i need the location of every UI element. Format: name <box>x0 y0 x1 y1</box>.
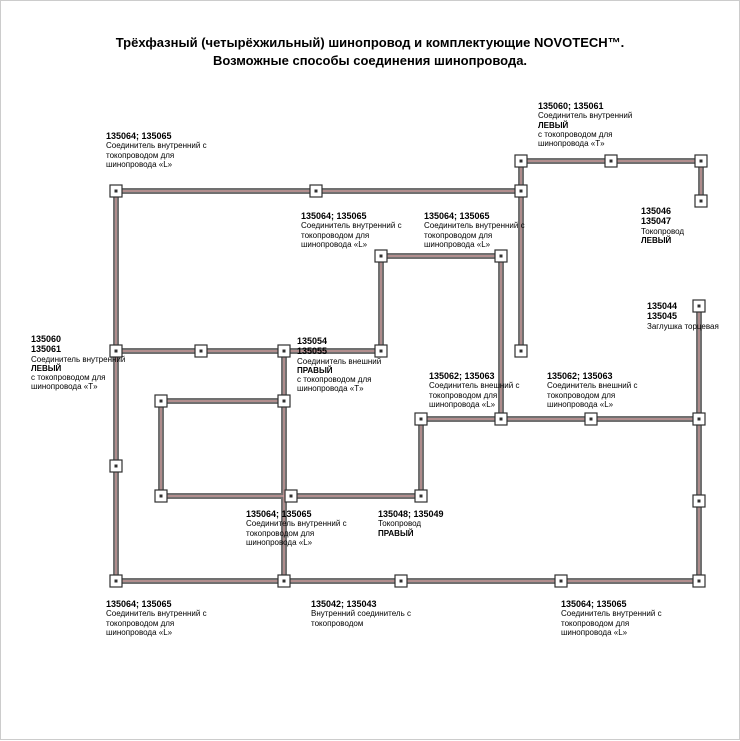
part-label: 135042; 135043Внутренний соединитель с т… <box>311 599 416 628</box>
part-label: 135062; 135063Соединитель внешний с токо… <box>547 371 652 409</box>
part-label: 135060135061Соединитель внутреннийЛЕВЫЙс… <box>31 334 136 391</box>
part-label: 135062; 135063Соединитель внешний с токо… <box>429 371 534 409</box>
part-label: 135054135055Соединитель внешнийПРАВЫЙс т… <box>297 336 402 393</box>
part-label: 135046135047ТокопроводЛЕВЫЙ <box>641 206 684 245</box>
part-label: 135064; 135065Соединитель внутренний с т… <box>106 599 211 637</box>
part-label: 135064; 135065Соединитель внутренний с т… <box>561 599 666 637</box>
part-label: 135064; 135065Соединитель внутренний с т… <box>106 131 211 169</box>
part-label: 135064; 135065Соединитель внутренний с т… <box>246 509 351 547</box>
part-label: 135048; 135049ТокопроводПРАВЫЙ <box>378 509 444 538</box>
part-label: 135064; 135065Соединитель внутренний с т… <box>301 211 406 249</box>
part-label: 135044135045Заглушка торцевая <box>647 301 719 331</box>
part-label: 135060; 135061Соединитель внутреннийЛЕВЫ… <box>538 101 643 148</box>
part-label: 135064; 135065Соединитель внутренний с т… <box>424 211 529 249</box>
